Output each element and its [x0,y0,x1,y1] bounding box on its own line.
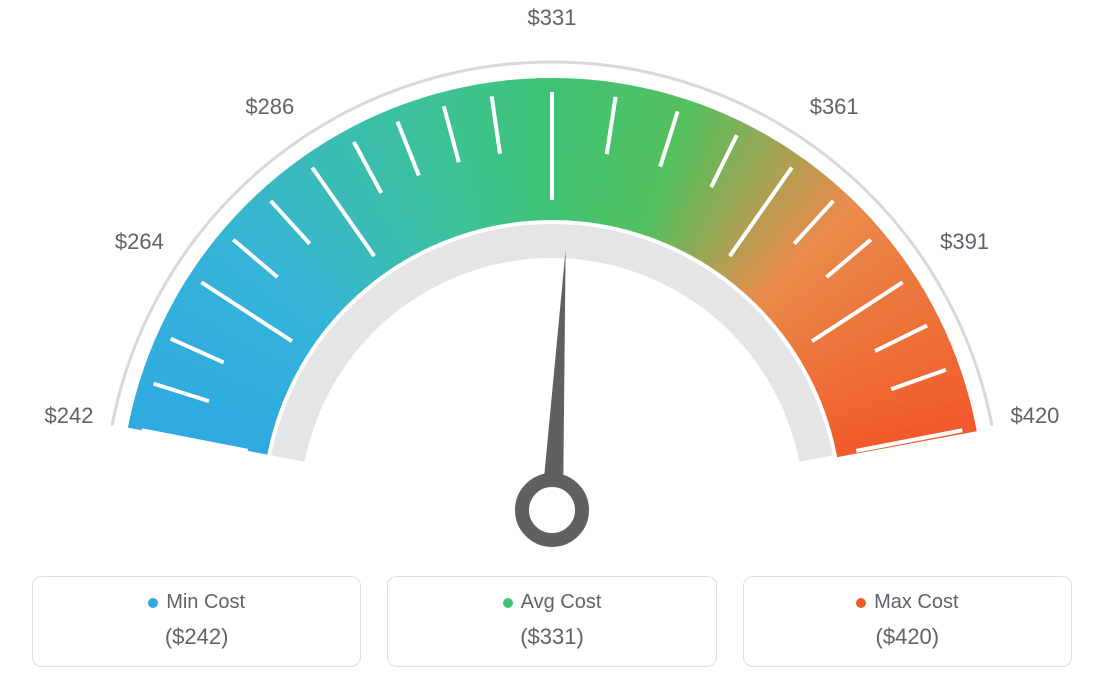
min-cost-dot-icon [148,598,158,608]
avg-cost-label: Avg Cost [521,591,602,614]
tick-label: $331 [528,5,577,31]
max-cost-label: Max Cost [874,591,958,614]
needle-hub [522,480,582,540]
avg-cost-title: Avg Cost [503,591,602,614]
cost-cards-row: Min Cost ($242) Avg Cost ($331) Max Cost… [0,570,1104,667]
min-cost-card: Min Cost ($242) [32,576,361,667]
avg-cost-dot-icon [503,598,513,608]
tick-label: $361 [810,94,859,120]
tick-label: $286 [245,94,294,120]
avg-cost-card: Avg Cost ($331) [387,576,716,667]
gauge-chart: $242 $264 $286 $331 $361 $391 $420 [0,0,1104,570]
max-cost-title: Max Cost [856,591,958,614]
min-cost-value: ($242) [43,624,350,650]
max-cost-dot-icon [856,598,866,608]
tick-label: $391 [940,229,989,255]
max-cost-card: Max Cost ($420) [743,576,1072,667]
gauge-svg [0,0,1104,570]
avg-cost-value: ($331) [398,624,705,650]
min-cost-label: Min Cost [166,591,245,614]
needle [541,250,566,510]
tick-label: $242 [45,403,94,429]
min-cost-title: Min Cost [148,591,245,614]
tick-label: $264 [115,229,164,255]
max-cost-value: ($420) [754,624,1061,650]
tick-label: $420 [1010,403,1059,429]
